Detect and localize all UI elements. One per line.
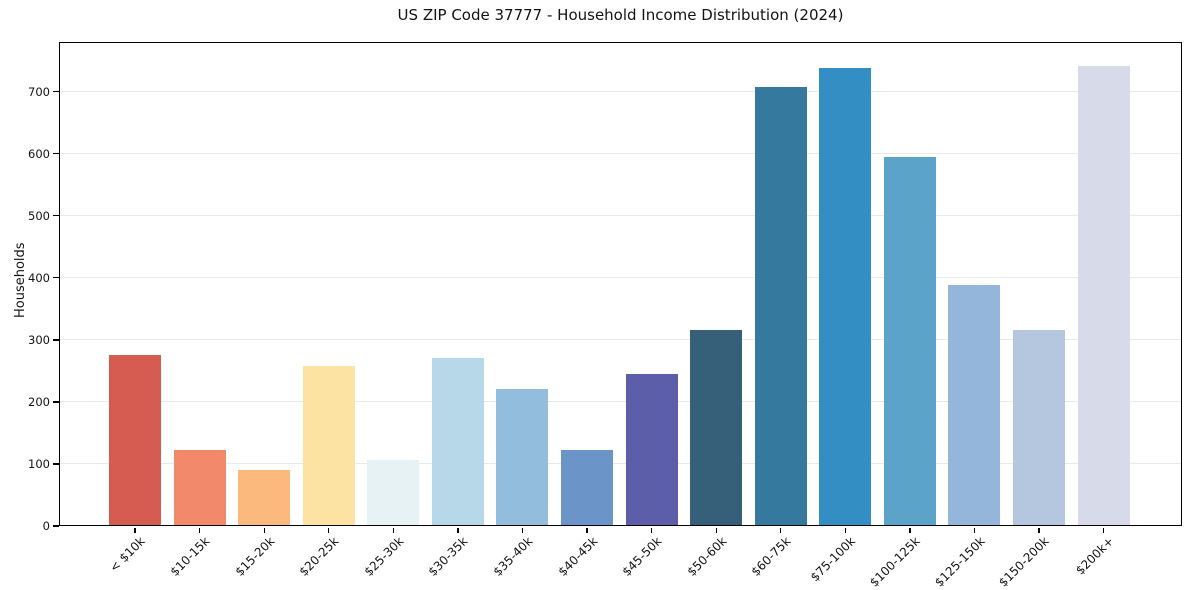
x-tick	[1038, 527, 1040, 533]
y-tick	[53, 215, 59, 217]
x-tick	[715, 527, 717, 533]
y-gridline	[59, 215, 1182, 217]
y-tick	[53, 339, 59, 341]
y-tick-label: 600	[28, 146, 50, 161]
x-tick-label-text: $150-200k	[996, 534, 1052, 590]
y-tick-label: 100	[28, 456, 50, 471]
y-gridline	[59, 91, 1182, 93]
bar	[883, 156, 936, 526]
y-gridline	[59, 339, 1182, 341]
x-tick-label-text: $100-125k	[867, 534, 923, 590]
y-gridline	[59, 401, 1182, 403]
x-tick	[392, 527, 394, 533]
bar	[173, 449, 226, 526]
bar	[625, 373, 678, 526]
bar	[819, 68, 872, 526]
y-tick-label: 300	[28, 332, 50, 347]
bar	[367, 460, 420, 526]
x-tick	[1102, 527, 1105, 533]
bar	[754, 87, 807, 526]
x-tick	[650, 527, 653, 533]
x-tick-label-text: $60-75k	[748, 534, 794, 579]
y-tick-label: 400	[28, 270, 50, 285]
x-tick-label-text: $45-50k	[619, 534, 665, 579]
x-tick-label-text: $15-20k	[232, 534, 278, 579]
bar	[302, 365, 355, 526]
x-tick	[973, 527, 976, 533]
y-tick	[53, 463, 59, 465]
x-tick-label-text: $75-100k	[807, 534, 859, 585]
bar	[560, 449, 613, 526]
x-tick	[198, 527, 201, 533]
x-tick	[844, 527, 846, 533]
y-tick	[53, 277, 59, 279]
y-tick	[53, 91, 59, 93]
x-tick-label-text: $25-30k	[361, 534, 407, 579]
x-tick	[521, 527, 524, 533]
x-tick-label-text: $35-40k	[490, 534, 536, 579]
x-tick	[134, 527, 136, 533]
x-tick-label-text: $20-25k	[296, 534, 342, 579]
bar	[496, 389, 549, 526]
bar	[690, 329, 743, 526]
y-tick	[53, 525, 59, 527]
x-tick-label-text: $30-35k	[425, 534, 471, 579]
x-tick-label-text: $200k+	[1072, 534, 1117, 578]
x-tick-label-text: < $10k	[107, 534, 148, 575]
x-tick	[586, 527, 588, 533]
chart-title: US ZIP Code 37777 - Household Income Dis…	[397, 6, 844, 24]
bar	[238, 469, 291, 526]
x-tick	[457, 527, 459, 533]
y-tick	[53, 153, 59, 155]
x-tick-label-text: $125-150k	[931, 534, 988, 590]
x-tick	[909, 527, 911, 533]
x-tick	[263, 527, 265, 533]
x-tick-label-text: $50-60k	[684, 534, 730, 579]
bar	[1077, 66, 1130, 526]
y-tick-label: 700	[28, 84, 50, 99]
y-tick	[53, 401, 59, 403]
bar	[431, 357, 484, 526]
x-tick-label-text: $10-15k	[167, 534, 213, 579]
y-tick-label: 200	[28, 394, 50, 409]
y-tick-label: 500	[28, 208, 50, 223]
bar	[1012, 329, 1065, 526]
x-tick	[780, 527, 782, 533]
bar	[109, 354, 161, 526]
y-gridline	[59, 277, 1182, 279]
x-tick	[328, 527, 330, 533]
x-tick-label-text: $40-45k	[555, 534, 600, 579]
y-gridline	[59, 153, 1182, 155]
bar	[948, 284, 1001, 526]
y-gridline	[59, 463, 1182, 465]
y-tick-label: 0	[42, 519, 50, 533]
